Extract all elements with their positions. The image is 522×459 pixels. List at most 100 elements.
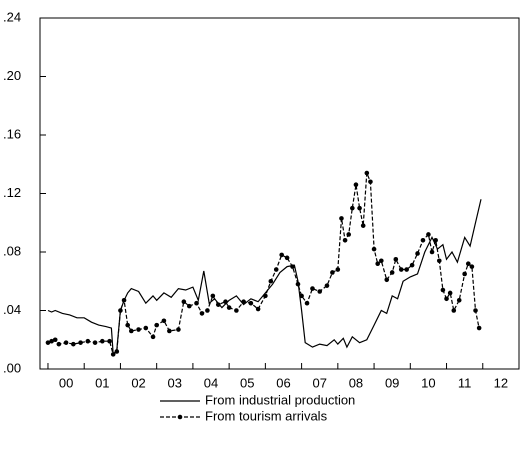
x-tick-label: 02 [131, 375, 145, 390]
point [56, 341, 62, 347]
point [248, 300, 254, 306]
point [393, 257, 399, 262]
x-tick-label: 12 [494, 375, 508, 390]
point [234, 308, 239, 313]
point [444, 296, 449, 302]
point [317, 289, 323, 294]
point [71, 341, 76, 347]
point [368, 179, 373, 185]
legend-marker [177, 414, 183, 420]
point [52, 337, 58, 343]
x-tick-label: 06 [276, 375, 290, 390]
point [223, 299, 228, 305]
x-tick-label: 03 [168, 375, 182, 390]
point [85, 338, 91, 344]
legend-label: From tourism arrivals [205, 408, 328, 423]
point [107, 338, 112, 344]
y-tick-label: .16 [3, 126, 21, 141]
point [462, 271, 467, 277]
x-tick-label: 05 [240, 375, 254, 390]
point [364, 170, 370, 176]
point [353, 182, 359, 188]
point [143, 325, 149, 331]
point [161, 318, 167, 324]
point [346, 232, 352, 237]
point [284, 255, 290, 261]
point [290, 264, 295, 269]
point [339, 216, 344, 221]
legend-label: From industrial production [205, 392, 355, 407]
point [150, 334, 156, 340]
point [420, 238, 426, 243]
x-tick-label: 09 [385, 375, 399, 390]
point [45, 340, 51, 345]
point [398, 267, 404, 272]
y-tick-label: .24 [3, 9, 21, 24]
point [379, 258, 384, 264]
point [429, 249, 435, 255]
point [440, 287, 446, 293]
point [371, 246, 377, 252]
point [279, 252, 284, 258]
point [186, 303, 192, 309]
point [476, 325, 482, 331]
point [241, 299, 246, 305]
x-tick-label: 11 [458, 375, 472, 390]
point [181, 299, 187, 305]
point [310, 286, 315, 291]
point [215, 302, 221, 307]
point [465, 261, 471, 267]
y-tick-label: .12 [3, 185, 21, 200]
x-tick-label: 08 [349, 375, 363, 390]
y-tick-label: .04 [3, 302, 21, 317]
point [389, 270, 395, 275]
point [92, 340, 98, 345]
point [154, 322, 159, 328]
point [384, 277, 390, 283]
point [451, 308, 457, 313]
point [176, 327, 181, 332]
point [335, 267, 341, 272]
y-tick-label: .08 [3, 243, 21, 258]
point [167, 328, 172, 334]
point [268, 278, 274, 284]
point [129, 328, 134, 334]
series-line [47, 199, 482, 356]
point [469, 264, 475, 269]
x-tick-label: 01 [95, 375, 109, 390]
point [49, 338, 54, 344]
point [273, 267, 279, 272]
point [324, 283, 330, 288]
point [125, 322, 130, 328]
point [360, 223, 366, 228]
point [330, 270, 335, 275]
x-tick-label: 04 [204, 375, 218, 390]
point [404, 267, 409, 272]
point [436, 258, 442, 264]
point [210, 293, 216, 299]
point [100, 338, 105, 344]
x-tick-label: 10 [421, 375, 435, 390]
point [433, 238, 438, 243]
point [473, 308, 478, 313]
y-tick-label: .20 [3, 68, 21, 83]
point [357, 205, 362, 211]
point [194, 300, 199, 306]
series-line [47, 172, 480, 356]
x-tick-label: 07 [312, 375, 326, 390]
point [375, 261, 380, 267]
point [263, 293, 268, 299]
point [409, 262, 415, 268]
point [447, 290, 453, 296]
point [205, 308, 210, 313]
point [415, 251, 420, 256]
plot-frame [39, 17, 520, 370]
point [110, 352, 116, 357]
point [114, 349, 120, 354]
point [350, 205, 355, 211]
point [295, 281, 301, 287]
point [426, 232, 431, 237]
point [299, 293, 304, 299]
point [118, 308, 123, 313]
